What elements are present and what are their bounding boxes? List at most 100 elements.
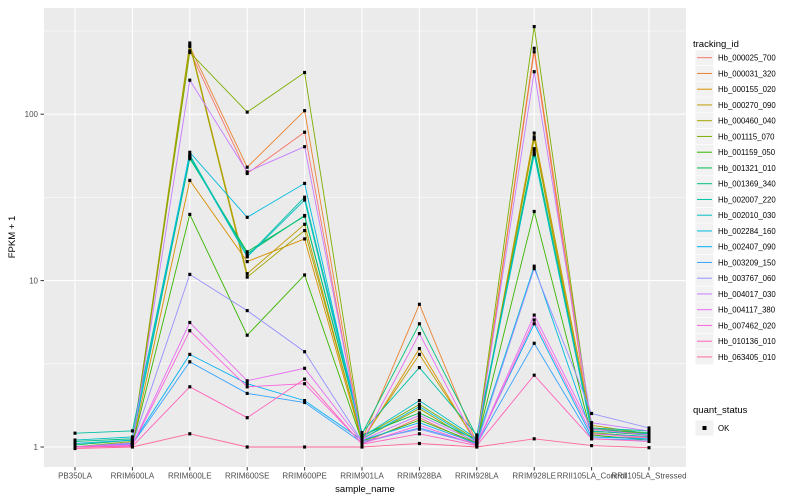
data-point	[303, 382, 307, 386]
legend-item-label: Hb_004117_380	[718, 306, 776, 315]
legend-item-label: Hb_001321_010	[718, 164, 776, 173]
data-point	[245, 255, 249, 259]
data-point	[417, 416, 421, 420]
data-point	[245, 416, 249, 420]
ok-point-icon	[702, 426, 707, 430]
y-axis-tick-labels: 1 10 100	[25, 110, 39, 452]
data-point	[360, 431, 364, 435]
data-point	[130, 429, 134, 433]
data-point	[417, 411, 421, 415]
legend-item-Hb_000155_020: Hb_000155_020	[695, 81, 776, 97]
legend-item-Hb_001369_340: Hb_001369_340	[695, 176, 776, 192]
x-tick-label: RRII105LA_Stressed	[611, 472, 686, 481]
legend-quant-status-item: OK	[695, 420, 730, 436]
data-point	[475, 435, 479, 439]
legend-item-label: Hb_003767_060	[718, 274, 776, 283]
data-point	[532, 267, 536, 271]
legend-item-Hb_003209_150: Hb_003209_150	[695, 254, 776, 270]
data-point	[590, 437, 594, 441]
data-point	[188, 329, 192, 333]
data-point	[417, 421, 421, 425]
data-point	[303, 350, 307, 354]
data-point	[532, 437, 536, 441]
data-point	[188, 385, 192, 389]
data-point	[245, 215, 249, 219]
data-point	[245, 165, 249, 169]
data-point	[245, 382, 249, 386]
data-point	[303, 195, 307, 199]
data-point	[188, 50, 192, 55]
data-point	[417, 405, 421, 409]
legend-item-Hb_010136_010: Hb_010136_010	[695, 333, 776, 349]
data-point	[417, 302, 421, 306]
x-axis-title: sample_name	[335, 484, 395, 495]
data-point	[532, 322, 536, 326]
data-point	[532, 313, 536, 317]
data-point	[188, 43, 192, 47]
data-point	[245, 309, 249, 313]
data-point	[360, 445, 364, 449]
data-point	[303, 213, 307, 218]
data-point	[73, 438, 77, 442]
data-point	[532, 341, 536, 345]
legend-item-Hb_002284_160: Hb_002284_160	[695, 223, 776, 239]
legend-item-Hb_000025_700: Hb_000025_700	[695, 50, 776, 66]
data-point	[590, 427, 594, 431]
data-point	[130, 441, 134, 445]
data-point	[73, 441, 77, 446]
data-point	[417, 402, 421, 407]
data-point	[532, 70, 536, 74]
data-point	[303, 366, 307, 370]
data-point	[417, 418, 421, 422]
legend-item-label: Hb_001369_340	[718, 180, 776, 189]
legend-item-Hb_001115_070: Hb_001115_070	[695, 128, 775, 144]
data-point	[303, 70, 307, 75]
legend-item-Hb_002010_030: Hb_002010_030	[695, 207, 776, 223]
y-axis-title: FPKM + 1	[7, 216, 18, 259]
x-tick-label: RRIM600LE	[168, 472, 212, 481]
data-point	[417, 441, 421, 446]
data-point	[417, 332, 421, 336]
data-point	[130, 438, 134, 442]
data-point	[73, 446, 77, 451]
data-point	[532, 209, 536, 214]
data-point	[417, 432, 421, 436]
quant-status-markers	[73, 25, 651, 451]
data-point	[303, 145, 307, 149]
legend-item-label: Hb_010136_010	[718, 337, 776, 346]
legend-item-Hb_003767_060: Hb_003767_060	[695, 270, 776, 286]
legend-item-label: Hb_000460_040	[718, 117, 776, 126]
data-point	[245, 385, 249, 389]
data-point	[188, 352, 192, 356]
legend-item-Hb_000270_090: Hb_000270_090	[695, 97, 776, 113]
data-point	[475, 433, 479, 437]
data-point	[532, 373, 536, 377]
data-point	[245, 250, 249, 254]
data-point	[188, 212, 192, 216]
data-point	[532, 46, 536, 50]
legend-tracking-id-items: Hb_000025_700 Hb_000031_320 Hb_000155_020 H…	[695, 50, 776, 365]
data-point	[188, 157, 192, 161]
legend-item-label: Hb_000155_020	[718, 85, 776, 94]
data-point	[532, 25, 536, 29]
data-point	[532, 131, 536, 135]
legend-item-Hb_001159_050: Hb_001159_050	[695, 144, 776, 160]
legend-item-Hb_002007_220: Hb_002007_220	[695, 191, 776, 207]
data-point	[303, 130, 307, 134]
data-point	[475, 437, 479, 441]
data-point	[303, 273, 307, 277]
data-point	[417, 347, 421, 351]
data-point	[245, 333, 249, 337]
data-point	[417, 407, 421, 411]
data-point	[188, 360, 192, 364]
data-point	[188, 78, 192, 82]
legend-item-Hb_000031_320: Hb_000031_320	[695, 65, 776, 81]
data-point	[475, 445, 479, 449]
data-point	[303, 377, 307, 381]
legend-item-label: Hb_063405_010	[718, 353, 776, 362]
data-point	[360, 435, 364, 439]
x-tick-label: RRIM928LA	[455, 472, 499, 481]
data-point	[245, 379, 249, 383]
x-tick-label: RRIM901LA	[340, 472, 384, 481]
